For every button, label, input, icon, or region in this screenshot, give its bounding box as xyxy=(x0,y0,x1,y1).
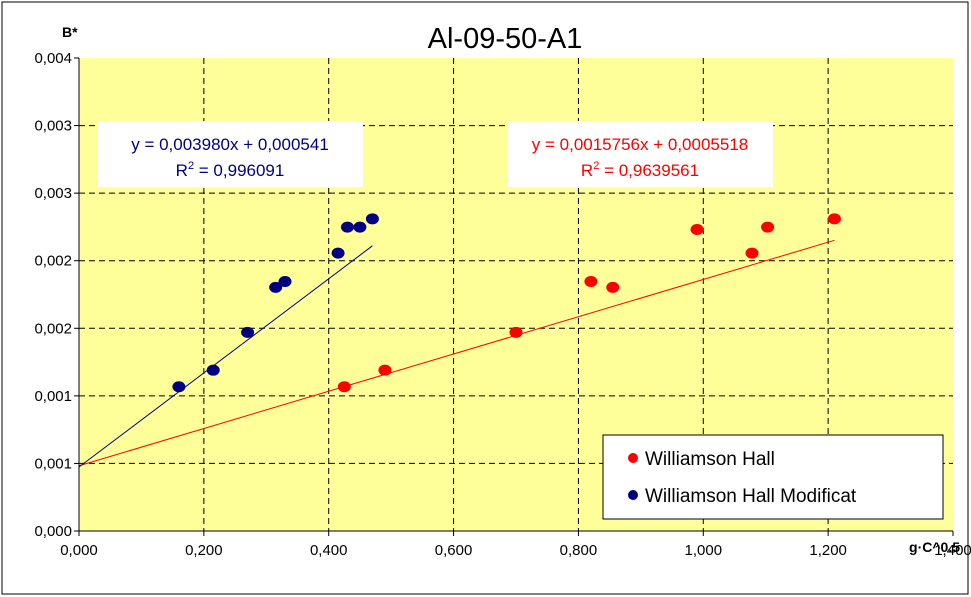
point-williamson-hall xyxy=(337,381,351,393)
point-williamson-hall-modificat xyxy=(241,326,255,338)
point-williamson-hall-modificat xyxy=(269,281,283,293)
chart-title: Al-09-50-A1 xyxy=(428,23,583,55)
red-trendline-label: y = 0,0015756x + 0,0005518 R2 = 0,963956… xyxy=(507,121,773,187)
x-tick-label: 0,800 xyxy=(560,542,598,559)
red-trendline-equation: y = 0,0015756x + 0,0005518 xyxy=(532,135,748,154)
y-axis-label: B* xyxy=(62,24,78,40)
blue-r2-sup: 2 xyxy=(188,160,194,172)
point-williamson-hall-modificat xyxy=(365,213,379,225)
point-williamson-hall xyxy=(745,247,759,259)
blue-r2-value: = 0,996091 xyxy=(194,161,284,180)
point-williamson-hall xyxy=(761,221,775,233)
point-williamson-hall-modificat xyxy=(172,381,186,393)
x-tick-label: 0,200 xyxy=(185,542,223,559)
y-tick-label: 0,002 xyxy=(34,253,72,270)
legend-label-williamson-hall-modificat: Williamson Hall Modificat xyxy=(645,486,857,507)
legend: Williamson Hall Williamson Hall Modifica… xyxy=(602,434,944,520)
trendline-williamson-hall-modificat xyxy=(78,245,373,468)
x-tick-label: 0,400 xyxy=(310,542,348,559)
point-williamson-hall-modificat xyxy=(340,221,354,233)
x-tick-label: 0,600 xyxy=(435,542,473,559)
y-tick-label: 0,003 xyxy=(34,185,72,202)
axes: 0,000 0,200 0,400 0,600 0,800 1,000 1,200 1,400… xyxy=(34,50,971,559)
blue-trendline-r2: R2 = 0,996091 xyxy=(176,160,285,180)
x-tick-label: 1,000 xyxy=(685,542,723,559)
legend-marker-williamson-hall-modificat xyxy=(628,490,638,500)
x-tick-label: 0,000 xyxy=(60,542,98,559)
y-tick-label: 0,002 xyxy=(34,320,72,337)
legend-marker-williamson-hall xyxy=(628,453,638,463)
red-trendline-label-box xyxy=(507,121,773,187)
point-williamson-hall xyxy=(827,213,841,225)
red-r2-prefix: R xyxy=(581,161,593,180)
red-trendline-r2: R2 = 0,9639561 xyxy=(581,160,699,180)
blue-r2-prefix: R xyxy=(176,161,188,180)
y-tick-label: 0,001 xyxy=(34,455,72,472)
data-points xyxy=(172,213,841,393)
point-williamson-hall-modificat xyxy=(206,364,220,376)
blue-trendline-label: y = 0,003980x + 0,000541 R2 = 0,996091 xyxy=(98,121,363,187)
point-williamson-hall xyxy=(584,275,598,287)
trendline-williamson-hall xyxy=(78,239,835,467)
y-tick-label: 0,004 xyxy=(34,50,72,67)
trendlines xyxy=(78,239,835,468)
point-williamson-hall-modificat xyxy=(278,275,292,287)
point-williamson-hall xyxy=(690,223,704,235)
x-tick-label: 1,400 xyxy=(934,542,971,559)
blue-trendline-equation: y = 0,003980x + 0,000541 xyxy=(131,135,329,154)
red-r2-value: = 0,9639561 xyxy=(599,161,699,180)
y-tick-label: 0,000 xyxy=(34,523,72,540)
x-axis-label: g·C^0.5 xyxy=(909,539,960,555)
legend-label-williamson-hall: Williamson Hall xyxy=(645,449,775,470)
blue-trendline-label-box xyxy=(98,121,363,187)
y-tick-label: 0,003 xyxy=(34,118,72,135)
point-williamson-hall-modificat xyxy=(353,221,367,233)
red-r2-sup: 2 xyxy=(593,160,599,172)
y-tick-label: 0,001 xyxy=(34,388,72,405)
point-williamson-hall xyxy=(606,281,620,293)
point-williamson-hall-modificat xyxy=(331,247,345,259)
x-tick-label: 1,200 xyxy=(809,542,847,559)
point-williamson-hall xyxy=(378,364,392,376)
legend-box xyxy=(602,434,944,520)
point-williamson-hall xyxy=(509,326,523,338)
